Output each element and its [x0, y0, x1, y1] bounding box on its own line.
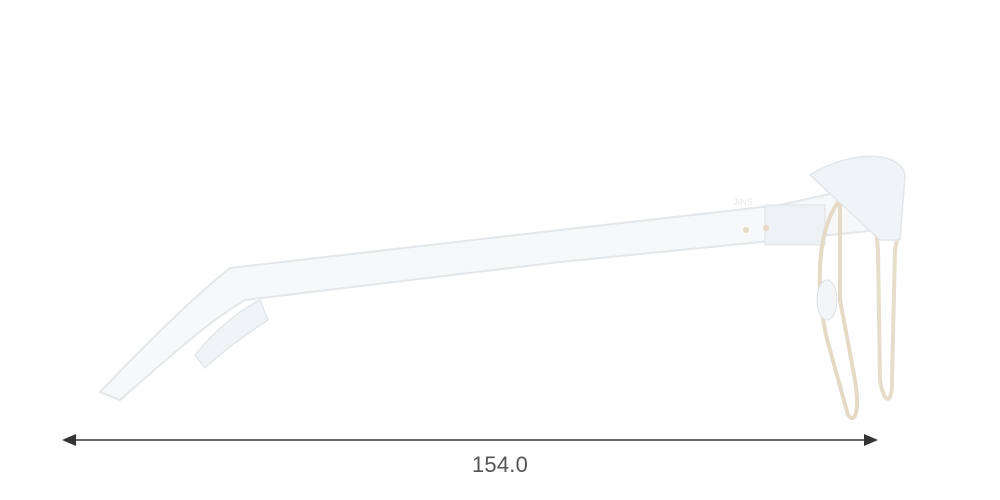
measurement-arrow [62, 434, 878, 446]
nose-pad [816, 279, 838, 321]
brand-logo: JINS [733, 197, 753, 207]
temple-tip [194, 298, 269, 370]
rim-back [817, 194, 859, 420]
brow-line [808, 155, 906, 241]
arrow-head-right [864, 434, 878, 446]
temple-arm [98, 183, 882, 402]
rivet [763, 225, 769, 231]
arrow-head-left [62, 434, 76, 446]
temple-length-label: 154.0 [471, 452, 529, 477]
rivet [743, 227, 749, 233]
hinge [764, 204, 826, 246]
